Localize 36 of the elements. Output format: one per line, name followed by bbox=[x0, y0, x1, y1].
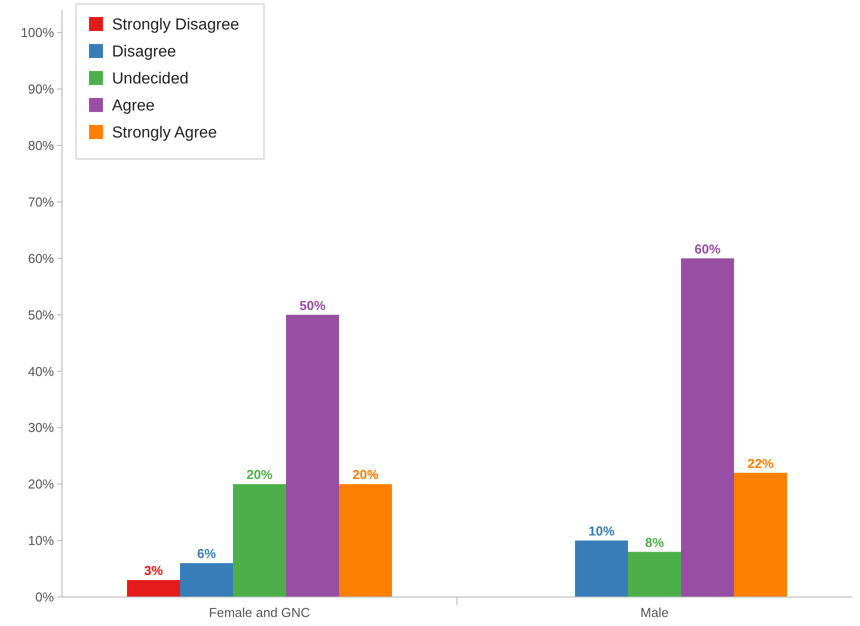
data-label: 6% bbox=[197, 546, 216, 562]
bar bbox=[734, 472, 787, 597]
y-tick-label: 90% bbox=[28, 82, 54, 97]
x-tick-label: Female and GNC bbox=[208, 605, 310, 620]
data-label: 22% bbox=[747, 456, 774, 471]
data-label: 60% bbox=[694, 241, 721, 256]
data-label: 8% bbox=[645, 534, 664, 550]
bar bbox=[681, 258, 734, 597]
bar bbox=[628, 552, 681, 597]
data-label: 3% bbox=[144, 563, 164, 578]
y-tick-label: 80% bbox=[28, 138, 54, 154]
data-label: 20% bbox=[352, 467, 379, 482]
legend-label: Agree bbox=[112, 98, 155, 115]
data-label: 10% bbox=[588, 524, 615, 539]
data-label: 50% bbox=[299, 298, 326, 313]
legend-label: Strongly Agree bbox=[112, 124, 218, 142]
y-tick-label: 100% bbox=[20, 25, 54, 40]
bar bbox=[180, 563, 233, 597]
bar bbox=[286, 314, 339, 597]
y-tick-label: 40% bbox=[28, 364, 54, 379]
bar bbox=[233, 484, 286, 597]
legend-label: Undecided bbox=[112, 70, 188, 88]
x-tick-label: Male bbox=[640, 605, 669, 620]
y-tick-label: 20% bbox=[28, 476, 54, 492]
y-tick-label: 60% bbox=[28, 250, 54, 266]
bar bbox=[127, 580, 180, 597]
y-tick-label: 70% bbox=[28, 194, 54, 210]
y-tick-label: 50% bbox=[28, 307, 54, 322]
y-tick-label: 0% bbox=[35, 590, 54, 605]
bar bbox=[339, 484, 392, 597]
data-label: 20% bbox=[246, 467, 273, 482]
legend-label: Strongly Disagree bbox=[112, 16, 240, 34]
bar bbox=[575, 540, 628, 597]
y-tick-label: 30% bbox=[28, 420, 54, 436]
legend-label: Disagree bbox=[112, 44, 176, 61]
y-tick-label: 10% bbox=[28, 533, 54, 548]
